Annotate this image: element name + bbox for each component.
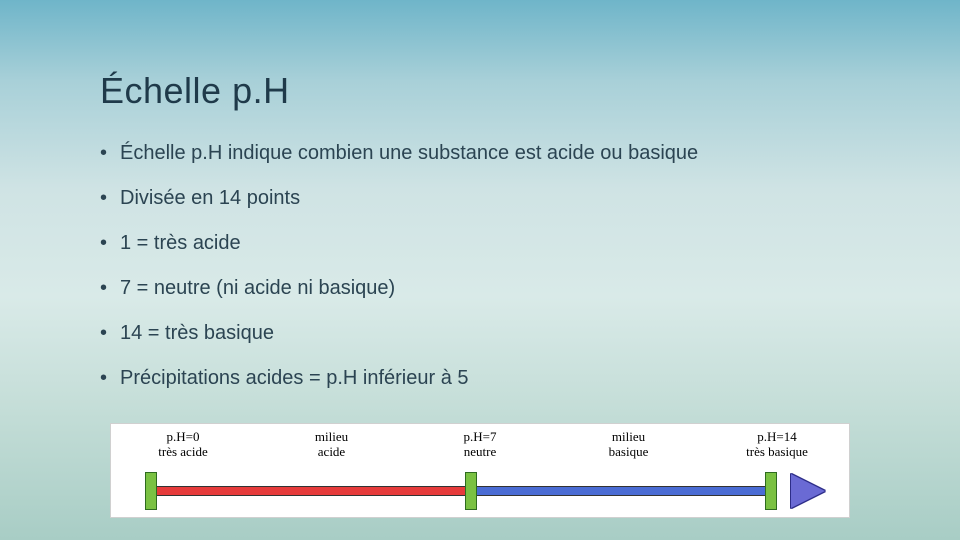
scale-label: milieu acide xyxy=(282,430,382,460)
scale-label: p.H=14 très basique xyxy=(727,430,827,460)
scale-label-line1: p.H=0 xyxy=(133,430,233,445)
scale-label-line1: milieu xyxy=(579,430,679,445)
scale-label-line2: basique xyxy=(579,445,679,460)
list-item: Échelle p.H indique combien une substanc… xyxy=(100,140,860,167)
scale-label: milieu basique xyxy=(579,430,679,460)
scale-arrow xyxy=(151,477,819,505)
arrow-segment xyxy=(151,486,471,496)
scale-label: p.H=7 neutre xyxy=(430,430,530,460)
scale-label: p.H=0 très acide xyxy=(133,430,233,460)
list-item: 1 = très acide xyxy=(100,230,860,257)
scale-label-line1: p.H=7 xyxy=(430,430,530,445)
scale-tick xyxy=(145,472,157,510)
scale-label-line2: neutre xyxy=(430,445,530,460)
ph-scale-figure: p.H=0 très acide milieu acide p.H=7 neut… xyxy=(110,423,850,518)
slide: Échelle p.H Échelle p.H indique combien … xyxy=(0,0,960,392)
page-title: Échelle p.H xyxy=(100,70,860,112)
list-item: Précipitations acides = p.H inférieur à … xyxy=(100,365,860,392)
scale-label-line2: acide xyxy=(282,445,382,460)
scale-labels-row: p.H=0 très acide milieu acide p.H=7 neut… xyxy=(111,424,849,460)
scale-tick xyxy=(465,472,477,510)
arrow-segment xyxy=(471,486,771,496)
list-item: 7 = neutre (ni acide ni basique) xyxy=(100,275,860,302)
scale-label-line1: milieu xyxy=(282,430,382,445)
scale-label-line1: p.H=14 xyxy=(727,430,827,445)
list-item: 14 = très basique xyxy=(100,320,860,347)
list-item: Divisée en 14 points xyxy=(100,185,860,212)
bullet-list: Échelle p.H indique combien une substanc… xyxy=(100,140,860,392)
scale-label-line2: très acide xyxy=(133,445,233,460)
scale-tick xyxy=(765,472,777,510)
scale-label-line2: très basique xyxy=(727,445,827,460)
arrow-head-icon xyxy=(791,474,825,508)
